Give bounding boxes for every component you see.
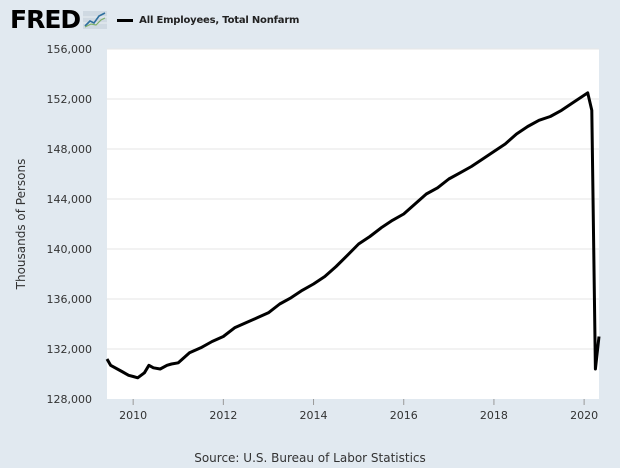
y-tick-label: 140,000 — [47, 243, 93, 256]
grid-lines — [107, 48, 599, 350]
legend-label: All Employees, Total Nonfarm — [139, 14, 300, 26]
x-tick-label: 2014 — [300, 409, 328, 422]
y-tick-label: 132,000 — [47, 343, 93, 356]
x-tick-label: 2012 — [209, 409, 237, 422]
x-tick-label: 2016 — [390, 409, 418, 422]
source-note: Source: U.S. Bureau of Labor Statistics — [194, 451, 426, 465]
y-axis-ticks: 128,000 132,000 136,000 140,000 144,000 148,0… — [47, 43, 93, 406]
y-tick-label: 128,000 — [47, 393, 93, 406]
y-tick-label: 148,000 — [47, 143, 93, 156]
x-tick-label: 2010 — [119, 409, 147, 422]
legend: All Employees, Total Nonfarm — [117, 15, 299, 26]
header: FRED All Employees, Total Nonfarm — [10, 4, 299, 34]
legend-swatch — [117, 18, 134, 22]
fred-logo[interactable]: FRED — [10, 4, 81, 34]
plot-area — [107, 49, 599, 399]
y-tick-label: 152,000 — [47, 93, 93, 106]
y-tick-label: 144,000 — [47, 193, 93, 206]
series-line — [105, 91, 601, 380]
y-tick-label: 136,000 — [47, 293, 93, 306]
y-tick-label: 156,000 — [47, 43, 93, 56]
line-chart: 128,000 132,000 136,000 140,000 144,000 148,0… — [14, 43, 601, 422]
fred-graph-icon — [83, 11, 108, 29]
x-tick-label: 2020 — [570, 409, 598, 422]
x-tick-label: 2018 — [480, 409, 508, 422]
x-axis-ticks: 2010 2012 2014 2016 2018 2020 — [119, 399, 598, 422]
y-axis-label: Thousands of Persons — [14, 159, 28, 291]
